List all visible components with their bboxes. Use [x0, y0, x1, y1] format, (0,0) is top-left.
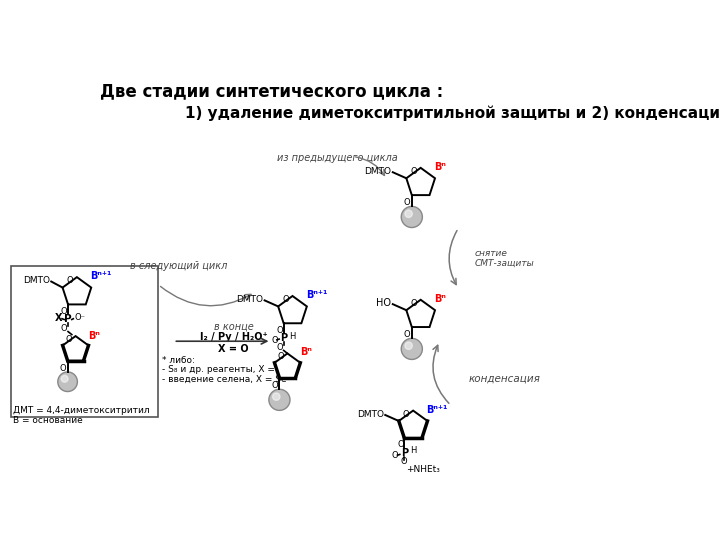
Polygon shape [63, 277, 91, 305]
Text: P: P [401, 448, 408, 458]
Text: O: O [61, 307, 68, 316]
Text: Bⁿ⁺¹: Bⁿ⁺¹ [306, 290, 327, 300]
Text: 1) удаление диметокситритильной защиты и 2) конденсация: 1) удаление диметокситритильной защиты и… [185, 105, 720, 121]
Text: Две стадии синтетического цикла :: Две стадии синтетического цикла : [100, 83, 443, 100]
Text: X: X [55, 313, 62, 323]
Text: I₂ / Py / H₂O⁺: I₂ / Py / H₂O⁺ [200, 333, 268, 342]
Text: Bⁿ: Bⁿ [434, 162, 446, 172]
Text: - введение селена, X = Se: - введение селена, X = Se [162, 375, 287, 384]
Text: * либо:: * либо: [162, 355, 195, 364]
Circle shape [401, 339, 423, 360]
Text: DMTO: DMTO [364, 167, 391, 176]
Text: O: O [66, 276, 73, 285]
Text: из предыдущего цикла: из предыдущего цикла [277, 153, 398, 163]
Text: X = O: X = O [218, 344, 249, 354]
Text: O: O [66, 335, 73, 344]
Text: B = основание: B = основание [13, 416, 83, 425]
Text: O: O [278, 352, 284, 361]
Circle shape [269, 389, 290, 410]
Text: H: H [410, 446, 417, 455]
Text: Bⁿ: Bⁿ [434, 294, 446, 304]
Circle shape [405, 342, 413, 349]
Circle shape [405, 210, 413, 218]
Text: O: O [397, 440, 404, 449]
Text: DMTO: DMTO [23, 276, 50, 285]
Text: H: H [289, 332, 295, 341]
Text: O: O [410, 167, 417, 176]
Text: O: O [276, 343, 283, 352]
Text: P: P [280, 333, 287, 343]
Text: O: O [282, 295, 289, 304]
Text: O: O [60, 363, 66, 373]
Circle shape [401, 206, 423, 227]
Text: O: O [402, 410, 409, 419]
Text: O: O [410, 299, 417, 308]
Text: O: O [404, 198, 410, 207]
Text: ДМТ = 4,4-диметокситритил: ДМТ = 4,4-диметокситритил [13, 406, 150, 415]
Polygon shape [274, 353, 300, 378]
Text: DMTO: DMTO [236, 295, 263, 304]
Text: O: O [401, 457, 408, 467]
Polygon shape [278, 296, 307, 323]
Text: Bⁿ: Bⁿ [88, 331, 100, 341]
Text: O⁻: O⁻ [75, 314, 86, 322]
Text: O: O [61, 324, 68, 333]
Text: в конце: в конце [214, 321, 253, 331]
Text: Bⁿ⁺¹: Bⁿ⁺¹ [426, 405, 448, 415]
Polygon shape [399, 410, 428, 438]
Text: в следующий цикл: в следующий цикл [130, 261, 228, 271]
Circle shape [273, 393, 280, 400]
Text: HO: HO [377, 299, 391, 308]
Text: снятие
СМТ-защиты: снятие СМТ-защиты [475, 248, 535, 268]
Text: Bⁿ⁺¹: Bⁿ⁺¹ [90, 271, 112, 281]
Circle shape [61, 375, 68, 382]
Polygon shape [406, 168, 435, 195]
Text: O: O [404, 330, 410, 339]
Polygon shape [63, 336, 89, 361]
Text: - S₈ и др. реагенты, X = S: - S₈ и др. реагенты, X = S [162, 366, 284, 374]
Text: O: O [271, 336, 278, 345]
Text: Bⁿ: Bⁿ [300, 347, 312, 357]
Text: O: O [392, 451, 399, 461]
Text: +NHEt₃: +NHEt₃ [407, 465, 441, 474]
Circle shape [58, 372, 77, 391]
Text: O: O [276, 326, 283, 335]
Text: O: O [271, 381, 278, 390]
FancyBboxPatch shape [11, 266, 158, 417]
Text: конденсация: конденсация [469, 374, 541, 384]
Text: DMTO: DMTO [356, 410, 384, 418]
Text: P: P [64, 314, 72, 325]
Polygon shape [406, 300, 435, 327]
